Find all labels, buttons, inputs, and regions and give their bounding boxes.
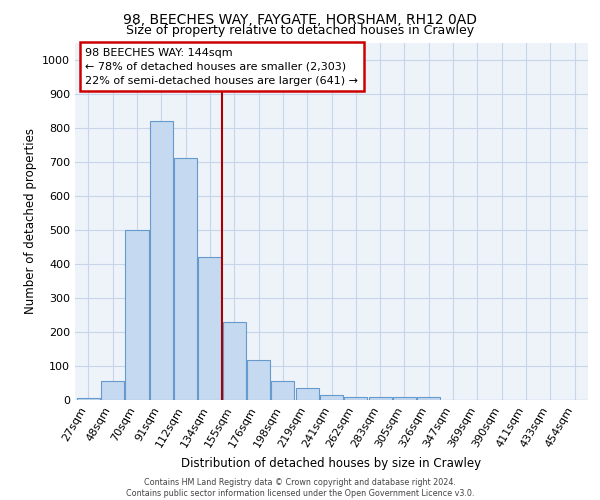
X-axis label: Distribution of detached houses by size in Crawley: Distribution of detached houses by size … bbox=[181, 457, 482, 470]
Text: Size of property relative to detached houses in Crawley: Size of property relative to detached ho… bbox=[126, 24, 474, 37]
Bar bbox=[271, 380, 295, 400]
Bar bbox=[320, 395, 343, 400]
Bar bbox=[296, 388, 319, 400]
Bar bbox=[223, 322, 246, 400]
Bar bbox=[77, 398, 100, 400]
Y-axis label: Number of detached properties: Number of detached properties bbox=[23, 128, 37, 314]
Bar bbox=[150, 121, 173, 400]
Bar bbox=[125, 230, 149, 400]
Text: 98, BEECHES WAY, FAYGATE, HORSHAM, RH12 0AD: 98, BEECHES WAY, FAYGATE, HORSHAM, RH12 … bbox=[123, 12, 477, 26]
Bar bbox=[393, 396, 416, 400]
Text: 98 BEECHES WAY: 144sqm
← 78% of detached houses are smaller (2,303)
22% of semi-: 98 BEECHES WAY: 144sqm ← 78% of detached… bbox=[85, 48, 358, 86]
Bar bbox=[199, 257, 221, 400]
Bar bbox=[368, 396, 392, 400]
Bar bbox=[417, 398, 440, 400]
Bar bbox=[247, 360, 270, 400]
Bar bbox=[101, 380, 124, 400]
Bar bbox=[344, 396, 367, 400]
Text: Contains HM Land Registry data © Crown copyright and database right 2024.
Contai: Contains HM Land Registry data © Crown c… bbox=[126, 478, 474, 498]
Bar bbox=[174, 158, 197, 400]
